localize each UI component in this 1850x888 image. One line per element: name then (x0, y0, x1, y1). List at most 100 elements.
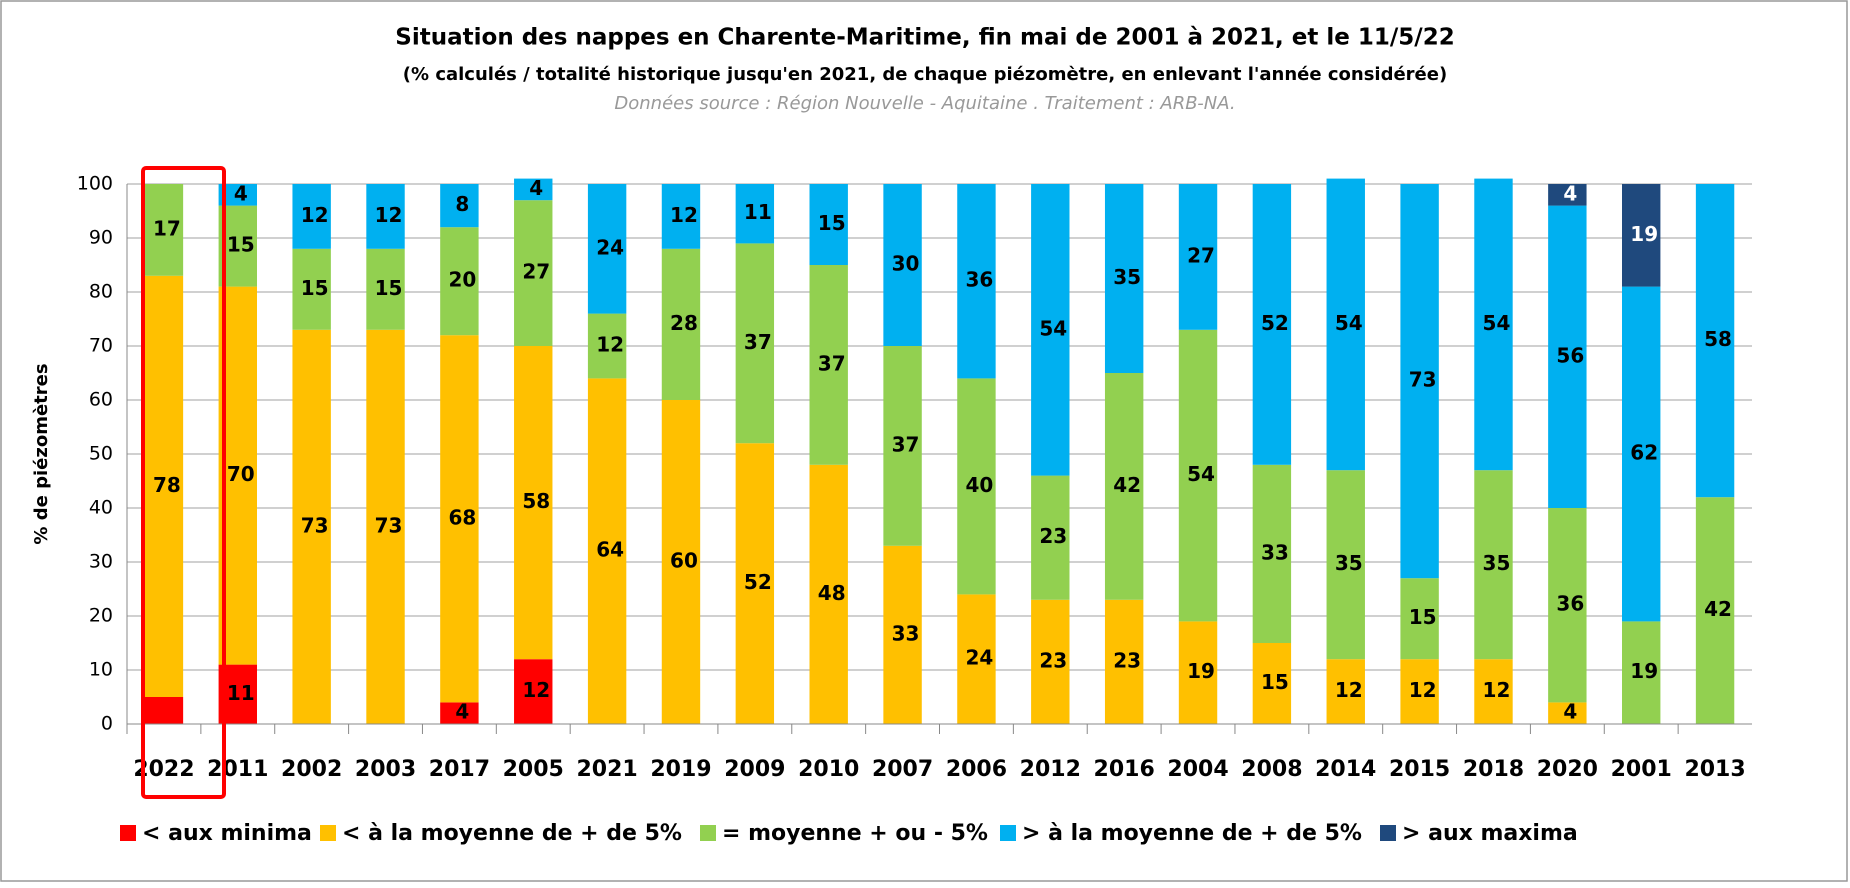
data-label: 24 (596, 235, 624, 259)
data-label: 58 (1704, 327, 1732, 351)
chart-source: Données source : Région Nouvelle - Aquit… (614, 93, 1235, 114)
data-label: 23 (1113, 648, 1141, 672)
y-tick-label: 30 (89, 551, 113, 573)
bar-segment (144, 184, 184, 276)
data-label: 54 (1335, 311, 1363, 335)
legend-label: < aux minima (142, 821, 312, 846)
data-label: 73 (301, 513, 329, 537)
legend-label: = moyenne + ou - 5% (722, 821, 988, 846)
legend-label: > à la moyenne de + de 5% (1022, 821, 1362, 846)
chart-subtitle: (% calculés / totalité historique jusqu'… (403, 64, 1447, 85)
x-tick-label: 2020 (1537, 757, 1598, 782)
data-label: 4 (234, 181, 248, 205)
data-label: 23 (1039, 524, 1067, 548)
x-tick-label: 2009 (724, 757, 785, 782)
x-tick-label: 2019 (650, 757, 711, 782)
bar-segment (735, 243, 775, 444)
bar-segment (514, 200, 553, 346)
bar-segment (809, 265, 848, 465)
legend-swatch (1000, 825, 1016, 841)
x-tick-label: 2002 (281, 757, 342, 782)
bar-segment (366, 184, 405, 249)
bar-segment (1326, 659, 1365, 724)
x-tick-label: 2017 (429, 757, 490, 782)
data-label: 56 (1556, 343, 1584, 367)
bar-segment (661, 400, 701, 724)
bar-segment (1622, 621, 1661, 724)
bar-segment (366, 248, 405, 330)
data-label: 48 (818, 581, 846, 605)
bar-segment (735, 443, 775, 724)
legend-swatch (700, 825, 716, 841)
bar-segment (661, 248, 701, 400)
data-label: 37 (818, 351, 846, 375)
data-label: 70 (227, 462, 255, 486)
y-tick-label: 40 (89, 497, 113, 519)
data-label: 35 (1113, 265, 1141, 289)
bar-segment (514, 659, 553, 724)
bar-segment (883, 184, 922, 346)
bar-segment (1326, 470, 1365, 660)
data-label: 36 (1556, 592, 1584, 616)
bar-segment (1178, 184, 1218, 330)
chart-title: Situation des nappes en Charente-Maritim… (395, 25, 1454, 51)
bar-segment (1400, 578, 1439, 660)
bar-segment (144, 275, 184, 697)
data-label: 23 (1039, 648, 1067, 672)
bar-segment (218, 184, 257, 206)
bar-segment (1326, 178, 1365, 471)
data-label: 60 (670, 549, 698, 573)
bar-segment (809, 184, 848, 265)
data-label: 54 (1039, 316, 1067, 340)
x-tick-label: 2021 (576, 757, 637, 782)
bar-segment (1104, 599, 1144, 724)
data-label: 20 (448, 268, 476, 292)
bar-segment (1474, 470, 1513, 660)
y-tick-label: 10 (89, 659, 113, 681)
x-tick-label: 2014 (1315, 757, 1376, 782)
data-label: 52 (1261, 311, 1289, 335)
data-label: 4 (455, 700, 469, 724)
data-label: 12 (670, 203, 698, 227)
data-label: 19 (1630, 659, 1658, 683)
y-tick-label: 60 (89, 389, 113, 411)
data-label: 68 (448, 505, 476, 529)
data-label: 33 (1261, 540, 1289, 564)
bar-segment (1474, 659, 1513, 724)
data-label: 73 (1409, 368, 1437, 392)
bar-segment (440, 184, 479, 228)
x-tick-label: 2015 (1389, 757, 1450, 782)
bar-segment (957, 378, 996, 595)
data-label: 54 (1483, 311, 1511, 335)
x-tick-label: 2008 (1241, 757, 1302, 782)
data-label: 42 (1704, 597, 1732, 621)
y-tick-label: 100 (77, 173, 113, 195)
bar-segment (514, 346, 553, 660)
data-label: 4 (1563, 700, 1577, 724)
bar-segment (735, 184, 775, 244)
data-label: 17 (153, 216, 181, 240)
data-label: 24 (966, 646, 994, 670)
bar-segment (514, 178, 553, 201)
bar-segment (440, 227, 479, 336)
bar-segment (144, 697, 184, 724)
x-tick-label: 2018 (1463, 757, 1524, 782)
legend-swatch (120, 825, 136, 841)
data-label: 19 (1187, 659, 1215, 683)
data-label: 12 (375, 203, 403, 227)
bar-segment (587, 378, 627, 724)
bar-segment (957, 184, 996, 379)
bar-segment (292, 184, 331, 249)
x-tick-label: 2007 (872, 757, 933, 782)
highlight-box (141, 166, 226, 799)
data-label: 19 (1630, 222, 1658, 246)
y-tick-label: 90 (89, 227, 113, 249)
data-label: 12 (522, 678, 550, 702)
x-tick-label: 2001 (1611, 757, 1672, 782)
data-label: 15 (227, 233, 255, 257)
bar-segment (1104, 373, 1144, 600)
data-label: 37 (892, 432, 920, 456)
data-label: 40 (966, 473, 994, 497)
data-label: 11 (744, 200, 772, 224)
bar-segment (1400, 184, 1439, 579)
